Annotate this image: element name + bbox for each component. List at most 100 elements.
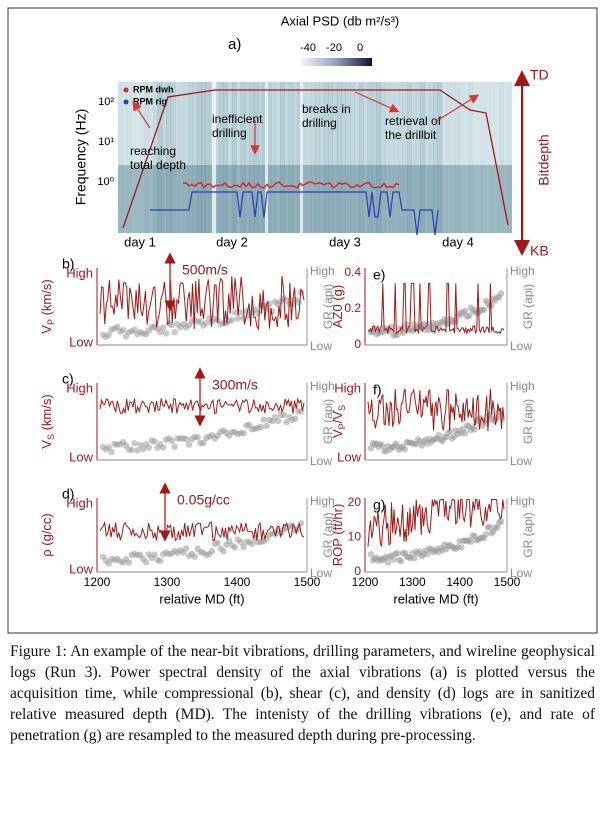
spectrogram-column: [376, 82, 382, 233]
gr-dot: [263, 422, 270, 430]
left-high: High: [66, 380, 93, 395]
gr-dot: [446, 427, 454, 435]
y-axis-label: VP (km/s): [39, 279, 56, 333]
spectrogram-column: [153, 82, 158, 233]
gr-dot: [231, 544, 239, 551]
spectrogram-band: [118, 165, 512, 233]
spectrogram-column: [472, 82, 478, 233]
y-tick-label: 20: [348, 495, 362, 509]
spectrogram-column: [179, 82, 185, 233]
left-low: Low: [337, 449, 361, 464]
spectrogram-gap: [265, 82, 268, 233]
spectrogram-column: [332, 82, 338, 233]
spectrogram-column: [240, 82, 246, 233]
spectrogram-column: [350, 82, 355, 233]
y-axis-label: VS (km/s): [39, 394, 56, 448]
spectrogram-column: [424, 82, 430, 233]
gr-dot: [497, 290, 505, 297]
gr-dot: [131, 440, 138, 447]
gr-dot: [237, 309, 244, 316]
spectrogram-column: [411, 82, 417, 233]
gr-dot: [458, 544, 465, 551]
left-high: High: [334, 380, 361, 395]
spectrogram: [118, 82, 512, 233]
right-axis-label: GR (api): [521, 284, 535, 329]
gr-dot: [151, 438, 158, 445]
gr-dot: [160, 444, 167, 451]
legend-marker: [123, 87, 129, 93]
spectrogram-column: [323, 82, 329, 233]
colorbar-tick: 0: [357, 42, 363, 54]
y-axis-label: ROP (ft/hr): [330, 504, 345, 567]
gr-dot: [183, 545, 190, 552]
log-curve: [99, 275, 305, 331]
gr-dot: [471, 425, 478, 433]
gr-dot: [151, 551, 158, 558]
y-axis-label: ρ (g/cc): [39, 513, 54, 557]
gr-dot: [139, 445, 147, 453]
y-tick-label: 10⁰: [97, 176, 114, 188]
spectrogram-column: [406, 82, 412, 233]
gr-dot: [203, 320, 210, 327]
gr-dot: [424, 550, 431, 558]
gr-dot: [401, 446, 409, 453]
right-high: High: [510, 494, 535, 508]
spectrogram-column: [341, 82, 347, 233]
right-axis-label: GR (api): [321, 284, 335, 329]
gr-dot: [397, 557, 405, 565]
spectrogram-column: [481, 82, 487, 233]
spectrogram-column: [196, 82, 202, 233]
spectrogram-column: [266, 82, 272, 233]
spectrogram-column: [450, 82, 456, 233]
panel-a: a) Axial PSD (db m²/s³) -40 -20 0 Frequency (…: [73, 13, 552, 258]
legend-marker: [123, 99, 129, 105]
spectrogram-column: [293, 82, 298, 233]
right-axis-label: GR (api): [321, 512, 335, 557]
spectrogram-column: [131, 82, 137, 233]
gr-dot: [486, 523, 493, 531]
gr-dot: [185, 441, 193, 448]
spectrogram-column: [118, 82, 123, 233]
spectrogram-column: [183, 82, 189, 233]
right-low: Low: [510, 339, 532, 353]
spectrogram-column: [428, 82, 434, 233]
panel-label: b): [62, 256, 74, 272]
log-curve: [367, 282, 505, 336]
colorbar: [300, 58, 372, 66]
spectrogram-column: [244, 82, 250, 233]
gr-dot: [399, 329, 407, 337]
spectrogram-column: [249, 82, 255, 233]
right-axis-label: GR (api): [321, 399, 335, 444]
x-axis-label: relative MD (ft): [159, 591, 244, 606]
y-tick-label: 0.2: [344, 301, 361, 315]
spectrogram-column: [507, 82, 513, 233]
spectrogram-column: [468, 82, 474, 233]
gr-dot: [228, 316, 236, 324]
gr-dot: [240, 543, 247, 551]
spectrogram-column: [227, 82, 233, 233]
spectrogram-column: [214, 82, 220, 233]
spectrogram-column: [319, 82, 325, 233]
annotation: breaks in: [302, 102, 351, 116]
gr-dot: [257, 423, 265, 431]
log-curve: [367, 499, 505, 548]
gr-dot: [231, 309, 239, 316]
right-low: Low: [510, 566, 532, 580]
gr-dot: [462, 307, 469, 314]
spectrogram-column: [231, 82, 237, 233]
right-high: High: [310, 264, 335, 278]
spectrogram-column: [262, 82, 268, 233]
y-axis-label-part: P: [46, 319, 56, 325]
spectrogram-column: [345, 82, 351, 233]
left-high: High: [66, 265, 93, 280]
y-tick-label: 10²: [98, 96, 114, 108]
spectrogram-column: [476, 82, 482, 233]
annotation-arrow: [132, 100, 151, 129]
spectrogram-column: [380, 82, 386, 233]
day-label: day 1: [124, 234, 156, 249]
gr-dot: [497, 518, 505, 525]
y-axis-label-part: AZ0 (g): [330, 285, 345, 328]
gr-dot: [157, 328, 164, 336]
y-axis-label: AZ0 (g): [330, 285, 345, 328]
